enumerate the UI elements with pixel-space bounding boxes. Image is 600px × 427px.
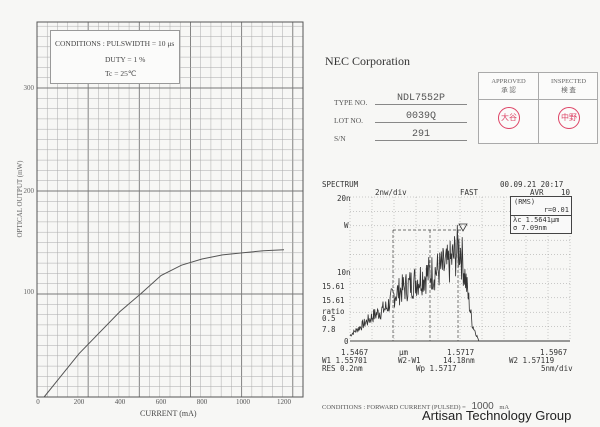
y-label-7-8: 7.8 <box>322 325 336 334</box>
approved-stamp: 大谷 <box>498 107 520 129</box>
x-center: 1.5717 <box>447 348 475 357</box>
duty-label: DUTY = <box>105 55 132 64</box>
x-unit: μm <box>399 348 409 357</box>
y-label-w: W <box>344 221 349 230</box>
x-tick-800: 800 <box>196 398 208 406</box>
forward-current-value: 1000 <box>471 401 494 412</box>
pulsewidth-unit: μs <box>167 39 175 48</box>
inspected-stamp: 中野 <box>558 107 580 129</box>
conditions-label: CONDITIONS : PULSWIDTH = <box>55 39 157 48</box>
forward-current-unit: mA <box>499 404 510 411</box>
approval-table: APPROVED 承 認 大谷 INSPECTED 検 査 中野 <box>478 72 598 144</box>
conditions-box: CONDITIONS : PULSWIDTH = 10 μs DUTY = 1 … <box>50 30 180 84</box>
peak-marker-icon <box>458 223 468 232</box>
x-tick-1200: 1200 <box>277 398 291 406</box>
res-value: RES 0.2nm <box>322 364 363 373</box>
r-value: r=0.01 <box>543 206 569 214</box>
duty-unit: % <box>139 55 146 64</box>
inspected-jp: 検 査 <box>561 87 576 94</box>
li-curve-line <box>43 249 285 398</box>
w1-value: W1 1.55701 <box>322 356 368 365</box>
forward-current-label: CONDITIONS : FORWARD CURRENT (PULSED) = <box>322 404 466 411</box>
spectrum-datetime: 00.09.21 20:17 <box>500 180 564 189</box>
x-tick-600: 600 <box>155 398 167 406</box>
x-axis-label: CURRENT (mA) <box>140 409 197 418</box>
sn-value: 291 <box>375 129 467 141</box>
type-no-value: NDL7552P <box>375 93 467 105</box>
x-tick-400: 400 <box>114 398 126 406</box>
y-label-20n: 20n <box>337 194 351 203</box>
y-label-0: 0 <box>344 337 349 346</box>
temp-label: Tc <box>105 69 113 78</box>
y-tick-200: 200 <box>23 187 35 195</box>
w2-value: W2 1.57119 <box>509 356 555 365</box>
inspected-cell: INSPECTED 検 査 中野 <box>538 73 598 143</box>
y-tick-100: 100 <box>23 288 35 296</box>
footer-conditions: CONDITIONS : FORWARD CURRENT (PULSED) = … <box>322 401 509 412</box>
spectrum-mode: FAST <box>460 188 479 197</box>
watermark: Artisan Technology Group <box>422 408 572 423</box>
pulsewidth-value: 10 <box>157 39 166 48</box>
w2w1-label: W2-W1 <box>398 356 421 365</box>
approved-cell: APPROVED 承 認 大谷 <box>479 73 538 143</box>
avr-label: AVR <box>530 188 544 197</box>
x-start: 1.5467 <box>341 348 369 357</box>
approved-jp: 承 認 <box>501 87 516 94</box>
type-no-label: TYPE NO. <box>334 98 368 107</box>
avr-value: 10 <box>561 188 571 197</box>
spectrum-trace <box>349 224 570 342</box>
y-label-ratio: ratio <box>322 307 345 316</box>
x-tick-200: 200 <box>73 398 85 406</box>
x-end: 1.5967 <box>540 348 568 357</box>
rms-label: (RMS) <box>514 198 536 206</box>
w2w1-value: 14.18nm <box>443 356 475 365</box>
y-label-0-5: 0.5 <box>322 314 336 323</box>
sn-label: S/N <box>334 134 346 143</box>
wp-value: Wp 1.5717 <box>416 364 457 373</box>
y-tick-300: 300 <box>23 84 35 92</box>
sigma: σ 7.09nm <box>513 224 547 232</box>
lot-no-value: 0039Q <box>375 111 467 123</box>
approved-en: APPROVED <box>491 78 526 85</box>
lambda-c: λc 1.5641μm <box>513 216 560 224</box>
spectrum-title: SPECTRUM <box>322 180 359 189</box>
company-name: NEC Corporation <box>325 54 410 68</box>
temp-value: = 25℃ <box>114 69 137 78</box>
rms-box: (RMS) r=0.01 λc 1.5641μm σ 7.09nm <box>510 196 572 234</box>
y-label-15-61b: 15.61 <box>322 296 345 305</box>
x-tick-1000: 1000 <box>236 398 250 406</box>
x-div: 5nm/div <box>541 364 573 373</box>
inspected-en: INSPECTED <box>550 78 587 85</box>
y-label-10n: 10n <box>337 268 351 277</box>
spectrum-scale: 2nw/div <box>375 188 407 197</box>
lot-no-label: LOT NO. <box>334 116 364 125</box>
y-label-15-61a: 15.61 <box>322 282 345 291</box>
duty-value: 1 <box>133 55 138 64</box>
x-tick-0: 0 <box>36 398 40 406</box>
